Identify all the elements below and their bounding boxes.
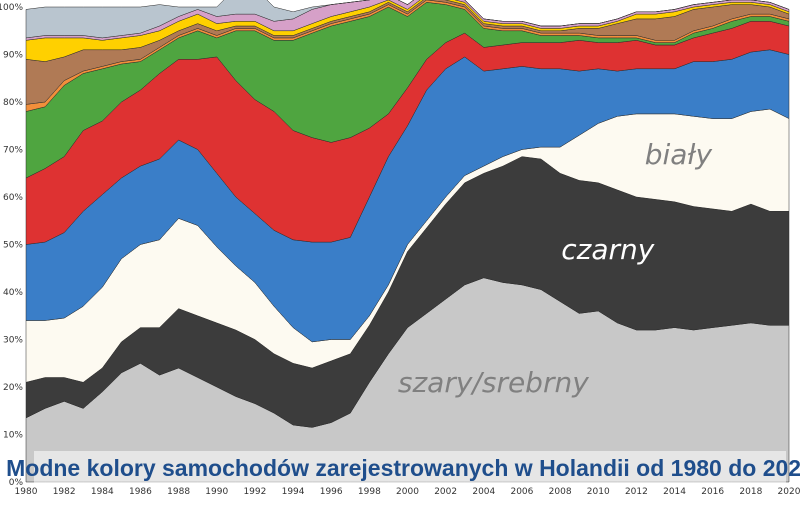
y-tick-label: 90% bbox=[3, 51, 23, 61]
x-tick-label: 1994 bbox=[282, 487, 305, 497]
y-tick-label: 30% bbox=[3, 336, 23, 346]
x-tick-label: 1988 bbox=[167, 487, 190, 497]
x-tick-label: 2012 bbox=[625, 487, 648, 497]
title-backdrop bbox=[34, 451, 786, 485]
y-tick-label: 70% bbox=[3, 146, 23, 156]
annotation-grey: szary/srebrny bbox=[398, 366, 589, 399]
x-tick-label: 2010 bbox=[587, 487, 610, 497]
x-tick-label: 1990 bbox=[205, 487, 228, 497]
x-tick-label: 1996 bbox=[320, 487, 343, 497]
x-tick-label: 2018 bbox=[739, 487, 762, 497]
x-tick-label: 2020 bbox=[778, 487, 800, 497]
area-other bbox=[25, 0, 790, 39]
x-tick-label: 1998 bbox=[358, 487, 381, 497]
x-tick-label: 2008 bbox=[549, 487, 572, 497]
y-tick-label: 100% bbox=[0, 3, 23, 13]
area-series-group bbox=[25, 0, 790, 483]
x-tick-label: 2016 bbox=[701, 487, 724, 497]
y-tick-label: 60% bbox=[3, 193, 23, 203]
x-tick-label: 1982 bbox=[53, 487, 76, 497]
y-axis-ticks: 0% 10% 20% 30% 40% 50% 60% 70% 80% 90% 100% bbox=[0, 3, 23, 488]
annotation-white: biały bbox=[645, 138, 713, 171]
x-tick-label: 1984 bbox=[91, 487, 114, 497]
y-tick-label: 80% bbox=[3, 98, 23, 108]
x-axis-ticks: 1980 1982 1984 1986 1988 1990 1992 1994 1996 1998… bbox=[15, 487, 800, 497]
x-tick-label: 2000 bbox=[396, 487, 419, 497]
y-tick-label: 10% bbox=[3, 431, 23, 441]
chart-title: Modne kolory samochodów zarejestrowanych… bbox=[6, 455, 800, 481]
y-tick-label: 0% bbox=[9, 478, 24, 488]
x-tick-label: 1980 bbox=[15, 487, 38, 497]
x-tick-label: 2014 bbox=[663, 487, 686, 497]
x-tick-label: 1992 bbox=[243, 487, 266, 497]
annotation-black: czarny bbox=[561, 233, 655, 266]
y-tick-label: 40% bbox=[3, 288, 23, 298]
series-annotations: biały czarny szary/srebrny bbox=[398, 138, 713, 399]
x-tick-label: 1986 bbox=[129, 487, 152, 497]
x-tick-label: 2006 bbox=[510, 487, 533, 497]
x-tick-label: 2004 bbox=[472, 487, 495, 497]
y-tick-label: 20% bbox=[3, 383, 23, 393]
x-tick-label: 2002 bbox=[434, 487, 457, 497]
y-tick-label: 50% bbox=[3, 241, 23, 251]
